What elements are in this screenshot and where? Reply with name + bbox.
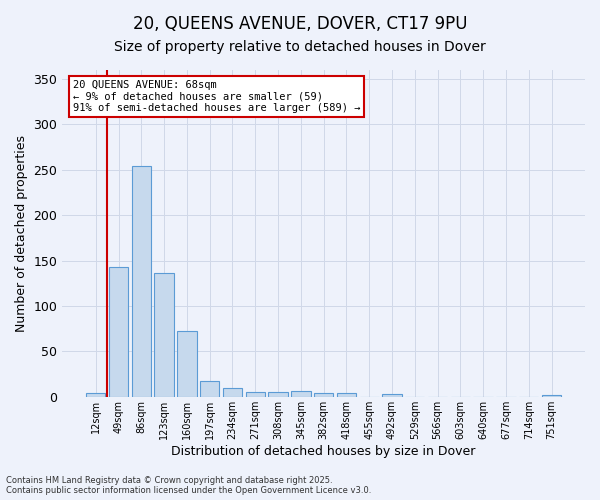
- Bar: [154, 274, 174, 397]
- Text: 20, QUEENS AVENUE, DOVER, CT17 9PU: 20, QUEENS AVENUE, DOVER, CT17 9PU: [133, 15, 467, 33]
- Text: Contains HM Land Registry data © Crown copyright and database right 2025.
Contai: Contains HM Land Registry data © Crown c…: [6, 476, 371, 495]
- Bar: [382, 394, 402, 397]
- Bar: [268, 392, 288, 397]
- Text: 20 QUEENS AVENUE: 68sqm
← 9% of detached houses are smaller (59)
91% of semi-det: 20 QUEENS AVENUE: 68sqm ← 9% of detached…: [73, 80, 360, 113]
- Bar: [223, 388, 242, 397]
- Bar: [131, 166, 151, 397]
- Bar: [314, 393, 334, 397]
- Bar: [177, 330, 197, 397]
- Bar: [337, 393, 356, 397]
- Bar: [86, 393, 106, 397]
- Bar: [109, 267, 128, 397]
- X-axis label: Distribution of detached houses by size in Dover: Distribution of detached houses by size …: [172, 444, 476, 458]
- Bar: [200, 382, 220, 397]
- Text: Size of property relative to detached houses in Dover: Size of property relative to detached ho…: [114, 40, 486, 54]
- Bar: [542, 395, 561, 397]
- Bar: [291, 392, 311, 397]
- Bar: [245, 392, 265, 397]
- Y-axis label: Number of detached properties: Number of detached properties: [15, 135, 28, 332]
